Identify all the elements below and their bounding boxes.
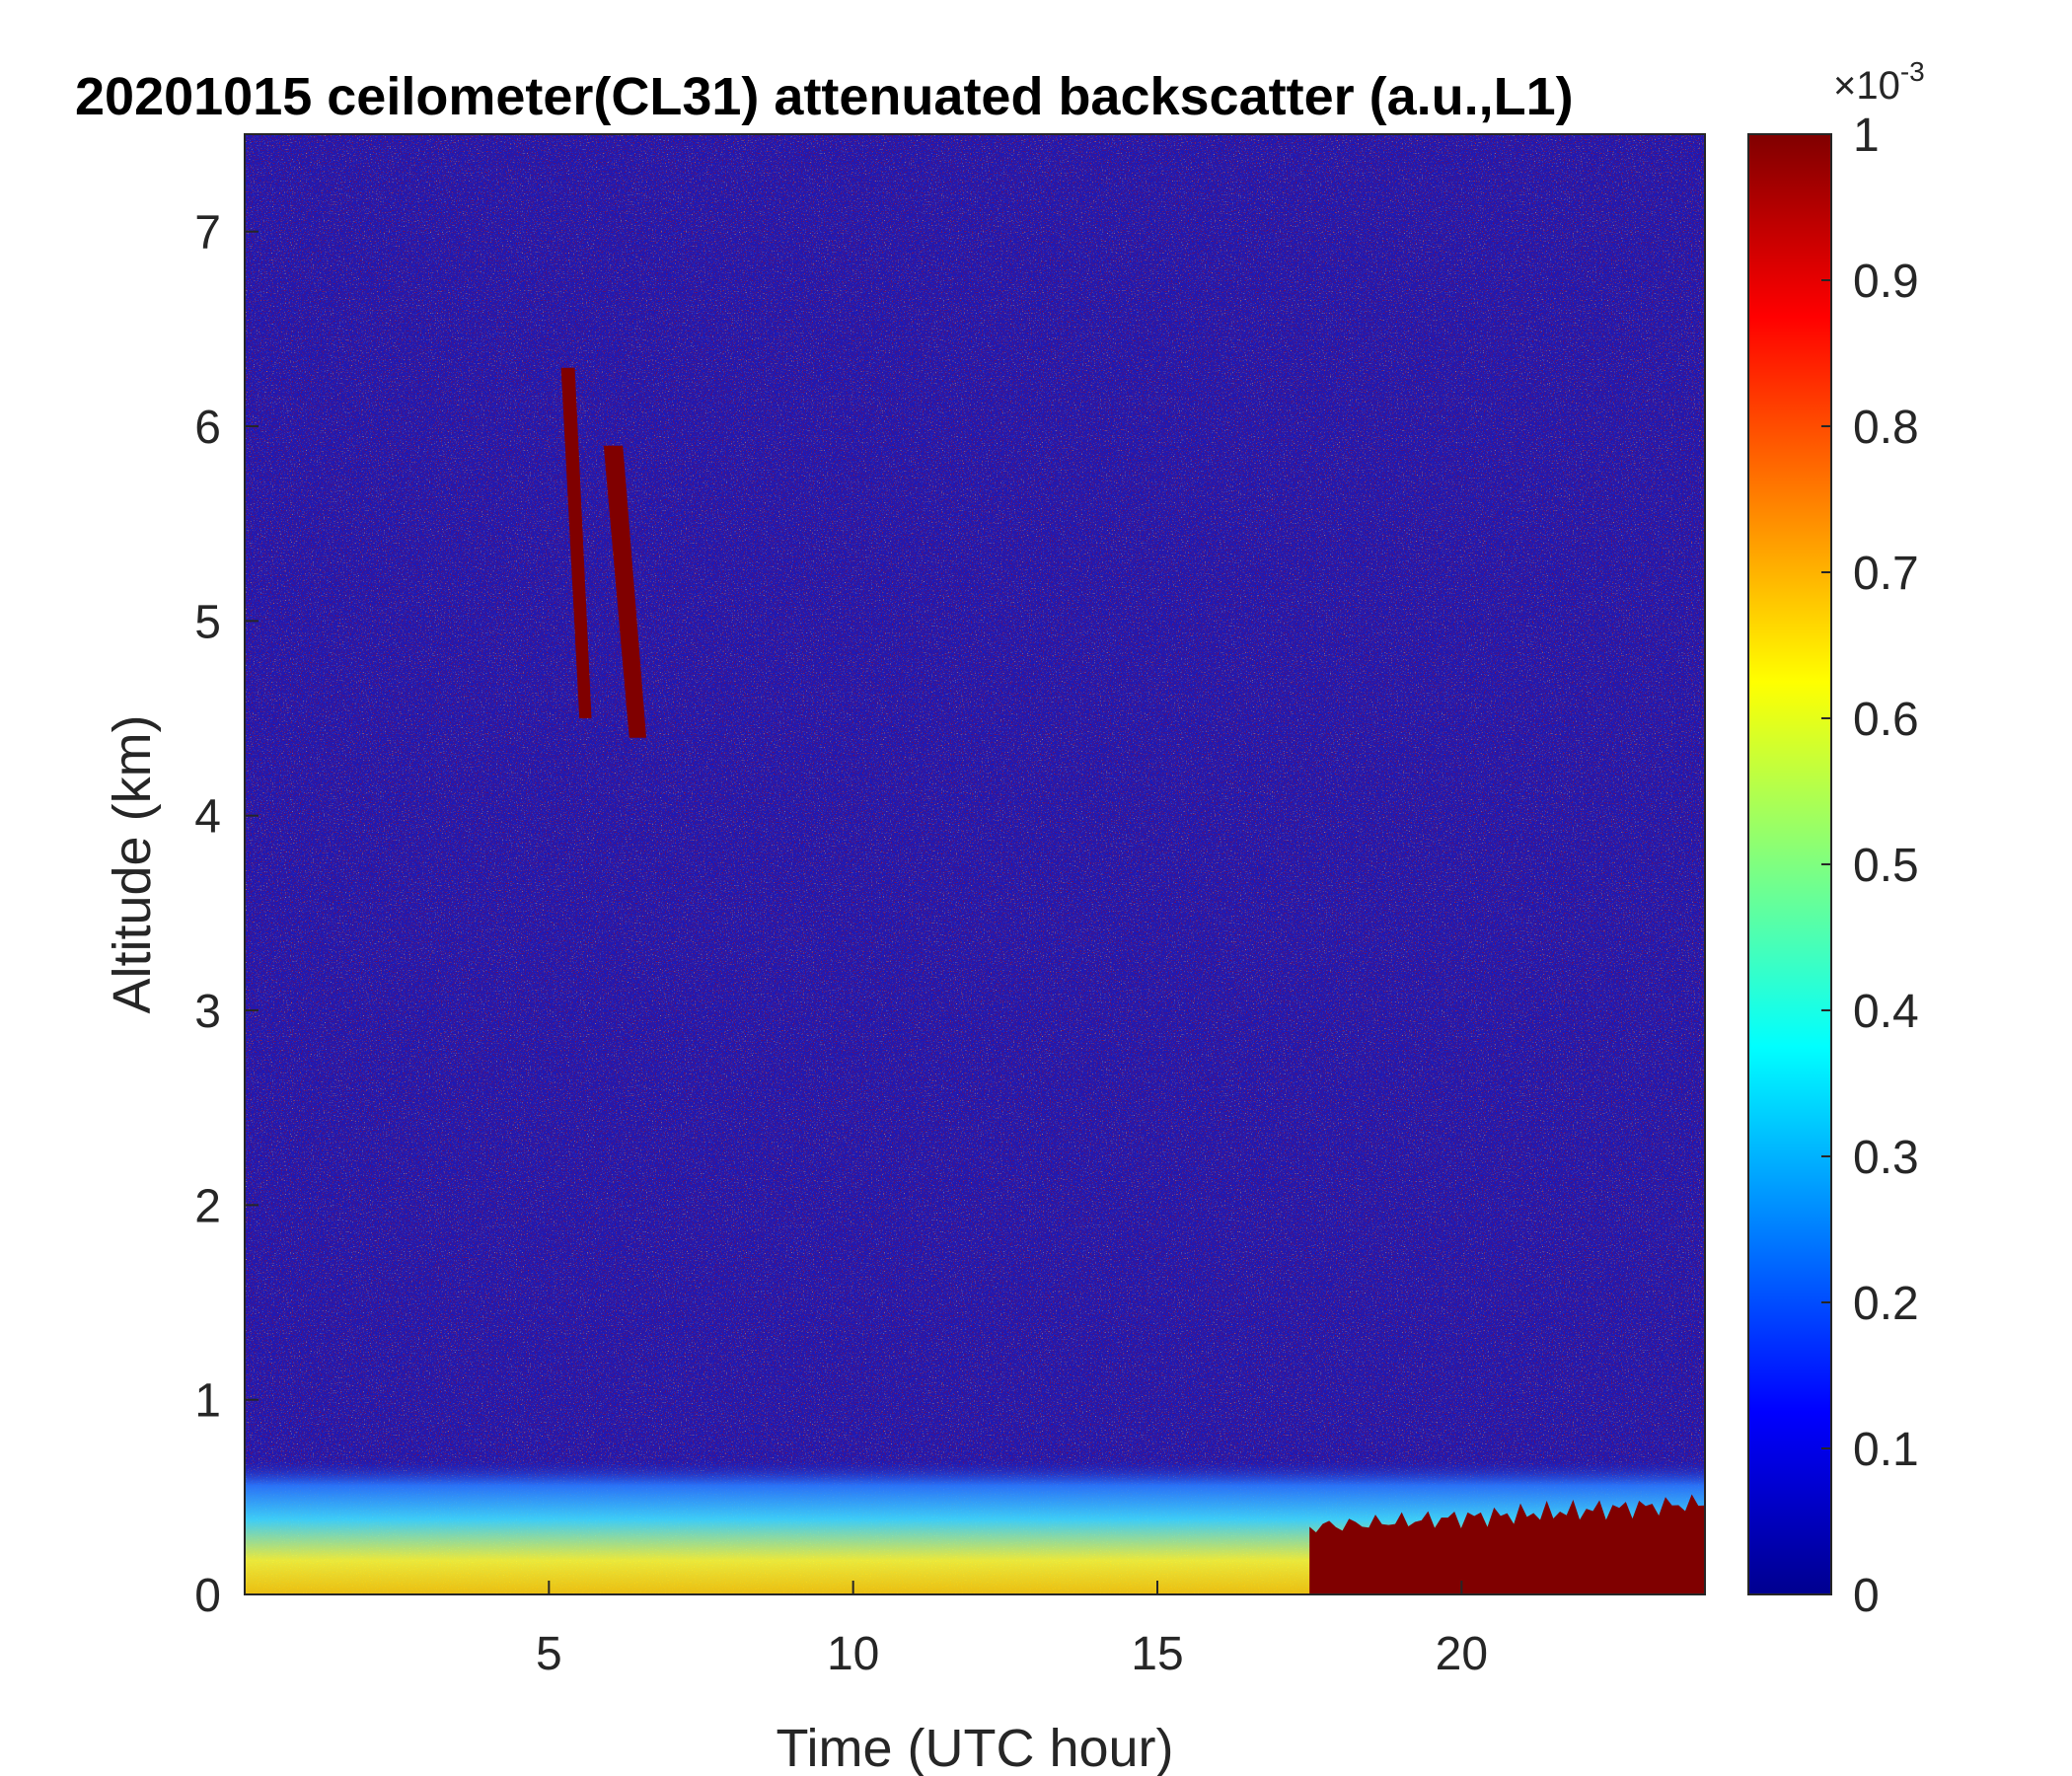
x-axis: 5 10 15 20	[536, 1581, 1488, 1680]
chart-title: 20201015 ceilometer(CL31) attenuated bac…	[75, 67, 1574, 126]
colorbar	[1747, 133, 1832, 1595]
plot-frame	[244, 133, 1706, 1595]
colorbar-tick-label: 0	[1853, 1570, 1880, 1622]
y-tick-label: 6	[194, 402, 221, 454]
x-tick-label: 5	[536, 1628, 562, 1680]
y-tick-label: 2	[194, 1180, 221, 1232]
y-tick-label: 0	[194, 1570, 221, 1622]
colorbar-tick-label: 1	[1853, 110, 1880, 162]
x-axis-label: Time (UTC hour)	[776, 1719, 1173, 1776]
noise-yellow-speckle	[245, 134, 1705, 1594]
y-tick-label: 4	[194, 791, 221, 844]
y-tick-label: 1	[194, 1375, 221, 1428]
x-tick-label: 15	[1131, 1628, 1183, 1680]
plot-area	[245, 134, 1705, 1594]
y-tick-label: 7	[194, 207, 221, 259]
y-tick-label: 3	[194, 986, 221, 1038]
colorbar-tick-label: 0.6	[1853, 694, 1919, 746]
x-tick-label: 20	[1436, 1628, 1488, 1680]
low-cloud	[1309, 1494, 1705, 1594]
colorbar-tick-label: 0.9	[1853, 256, 1919, 308]
colorbar-tick-label: 0.2	[1853, 1278, 1919, 1330]
y-axis: 0 1 2 3 4 5 6 7	[194, 207, 259, 1622]
colorbar-tick-label: 0.4	[1853, 986, 1919, 1038]
x-tick-label: 10	[827, 1628, 879, 1680]
y-axis-label: Altitude (km)	[103, 714, 162, 1013]
cirrus-streak	[603, 445, 646, 738]
y-tick-label: 5	[194, 596, 221, 648]
colorbar-tick-label: 0.3	[1853, 1132, 1919, 1184]
cirrus-streak	[560, 367, 592, 718]
colorbar-exponent: ×10-3	[1833, 56, 1925, 108]
colorbar-tick-label: 0.5	[1853, 840, 1919, 892]
colorbar-axis: 0 0.1 0.2 0.3 0.4 0.5 0.6 0.7 0.8 0.9 1	[1821, 110, 1919, 1622]
colorbar-tick-label: 0.7	[1853, 548, 1919, 600]
colorbar-tick-label: 0.1	[1853, 1424, 1919, 1476]
colorbar-tick-label: 0.8	[1853, 402, 1919, 454]
